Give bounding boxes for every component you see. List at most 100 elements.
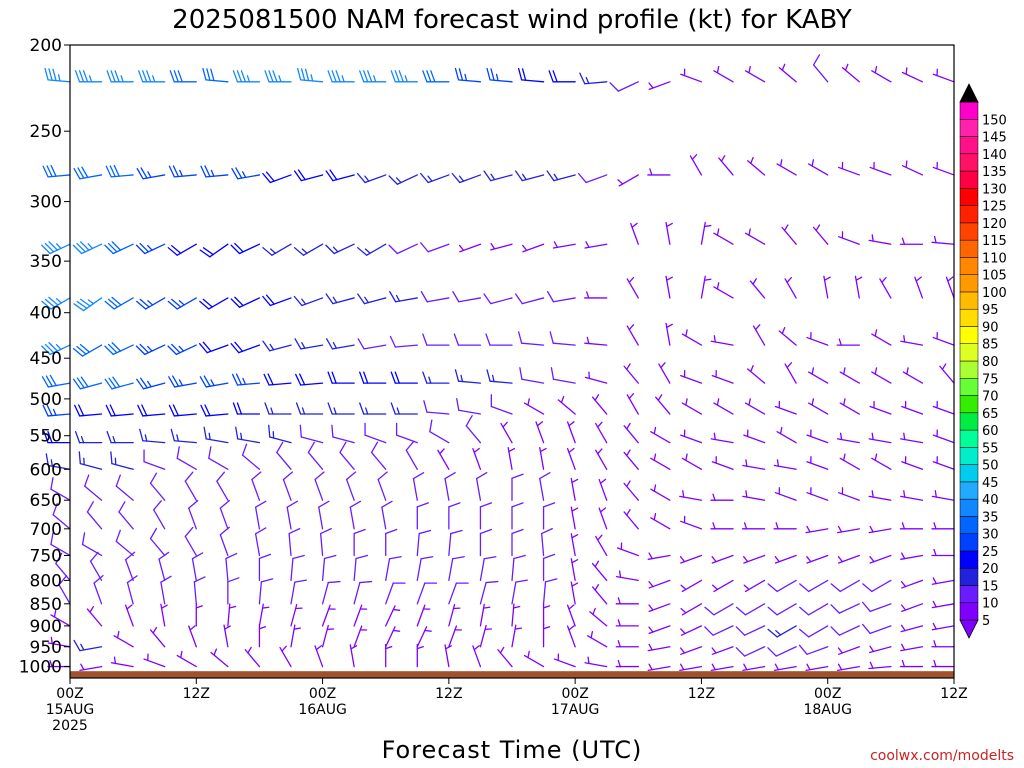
barb-half: [428, 376, 432, 384]
barb-half: [395, 177, 402, 184]
wind-barb: [314, 471, 325, 501]
barb-half: [750, 365, 754, 373]
barb-full: [359, 70, 365, 83]
barb-half: [53, 610, 57, 618]
barb-half: [396, 407, 400, 415]
barb-full: [225, 552, 238, 560]
barb-half: [373, 75, 377, 83]
barb-full: [113, 164, 120, 177]
barb-staff: [416, 604, 426, 627]
barb-half: [716, 398, 720, 406]
barb-full: [546, 290, 555, 303]
barb-full: [109, 165, 116, 178]
barb-half: [743, 556, 749, 563]
barb-staff: [113, 635, 134, 648]
wind-barb: [680, 68, 703, 83]
barb-full: [208, 446, 212, 459]
barb-staff: [711, 374, 734, 384]
wind-barb: [830, 625, 860, 636]
wind-barb: [416, 604, 431, 627]
barb-staff: [227, 603, 231, 627]
barb-half: [881, 276, 887, 284]
wind-barb: [331, 424, 355, 444]
wind-barb: [136, 377, 166, 390]
wind-barb: [570, 581, 579, 605]
barb-full: [227, 577, 240, 583]
barb-full: [44, 242, 55, 253]
barb-staff: [288, 532, 292, 557]
barb-half: [301, 248, 308, 254]
barb-full: [541, 527, 553, 535]
barb-staff: [238, 344, 261, 354]
barb-half: [783, 224, 789, 232]
barb-half: [837, 556, 844, 563]
barb-half: [781, 63, 786, 71]
barb-full: [200, 165, 207, 178]
barb-half: [147, 244, 153, 251]
barb-full: [329, 169, 338, 181]
barb-half: [126, 604, 133, 610]
wind-barb: [511, 473, 524, 501]
barb-staff: [838, 603, 860, 614]
wind-barb: [552, 241, 576, 249]
barb-staff: [458, 409, 482, 415]
colorbar-swatch: [959, 516, 979, 534]
barb-full: [297, 169, 306, 181]
wind-barb: [176, 446, 197, 470]
barb-half: [743, 522, 748, 530]
y-tick-label: 650: [30, 491, 62, 511]
barb-full: [430, 70, 436, 83]
colorbar-label: 65: [982, 407, 999, 422]
barb-half: [89, 606, 94, 613]
plot-frame: [69, 44, 955, 679]
barb-full: [304, 68, 310, 82]
wind-barb: [422, 70, 450, 83]
barb-full: [206, 68, 211, 81]
colorbar-swatch: [959, 412, 979, 431]
wind-barb: [454, 369, 482, 384]
barb-full: [307, 441, 315, 454]
wind-barb: [900, 624, 924, 633]
barb-half: [597, 534, 603, 541]
barb-staff: [269, 297, 292, 307]
barb-staff: [566, 421, 576, 444]
wind-barb: [549, 331, 576, 346]
wind-barb: [868, 525, 892, 534]
wind-barb: [353, 604, 368, 627]
barb-half: [617, 619, 621, 627]
barb-staff: [332, 436, 355, 444]
plot-area: [41, 44, 955, 679]
barb-staff: [209, 243, 229, 258]
barb-half: [189, 625, 196, 631]
wind-barb: [900, 603, 924, 612]
wind-barb: [219, 526, 230, 557]
wind-barb: [931, 548, 955, 557]
wind-barb: [901, 160, 924, 176]
y-tick-label: 850: [30, 595, 62, 615]
barb-staff: [552, 378, 576, 384]
barb-half: [55, 243, 62, 250]
wind-barb: [451, 172, 482, 184]
barb-full: [355, 554, 369, 560]
barb-full: [264, 402, 270, 415]
barb-full: [735, 626, 746, 636]
barb-full: [160, 575, 172, 583]
wind-barb: [437, 448, 450, 470]
barb-staff: [680, 554, 703, 564]
wind-barb: [773, 459, 797, 470]
wind-barb: [630, 222, 639, 245]
barb-staff: [149, 482, 166, 501]
barb-full: [136, 167, 144, 180]
wind-barb: [184, 471, 197, 501]
barb-half: [685, 398, 688, 406]
barb-half: [364, 175, 370, 182]
wind-barb: [931, 235, 955, 245]
barb-full: [114, 70, 120, 83]
barb-full: [108, 377, 117, 389]
barb-half: [270, 248, 277, 254]
wind-barb: [479, 580, 499, 605]
barb-half: [490, 173, 496, 181]
barb-staff: [837, 554, 860, 564]
wind-barb: [475, 472, 488, 501]
wind-barb: [456, 398, 482, 415]
